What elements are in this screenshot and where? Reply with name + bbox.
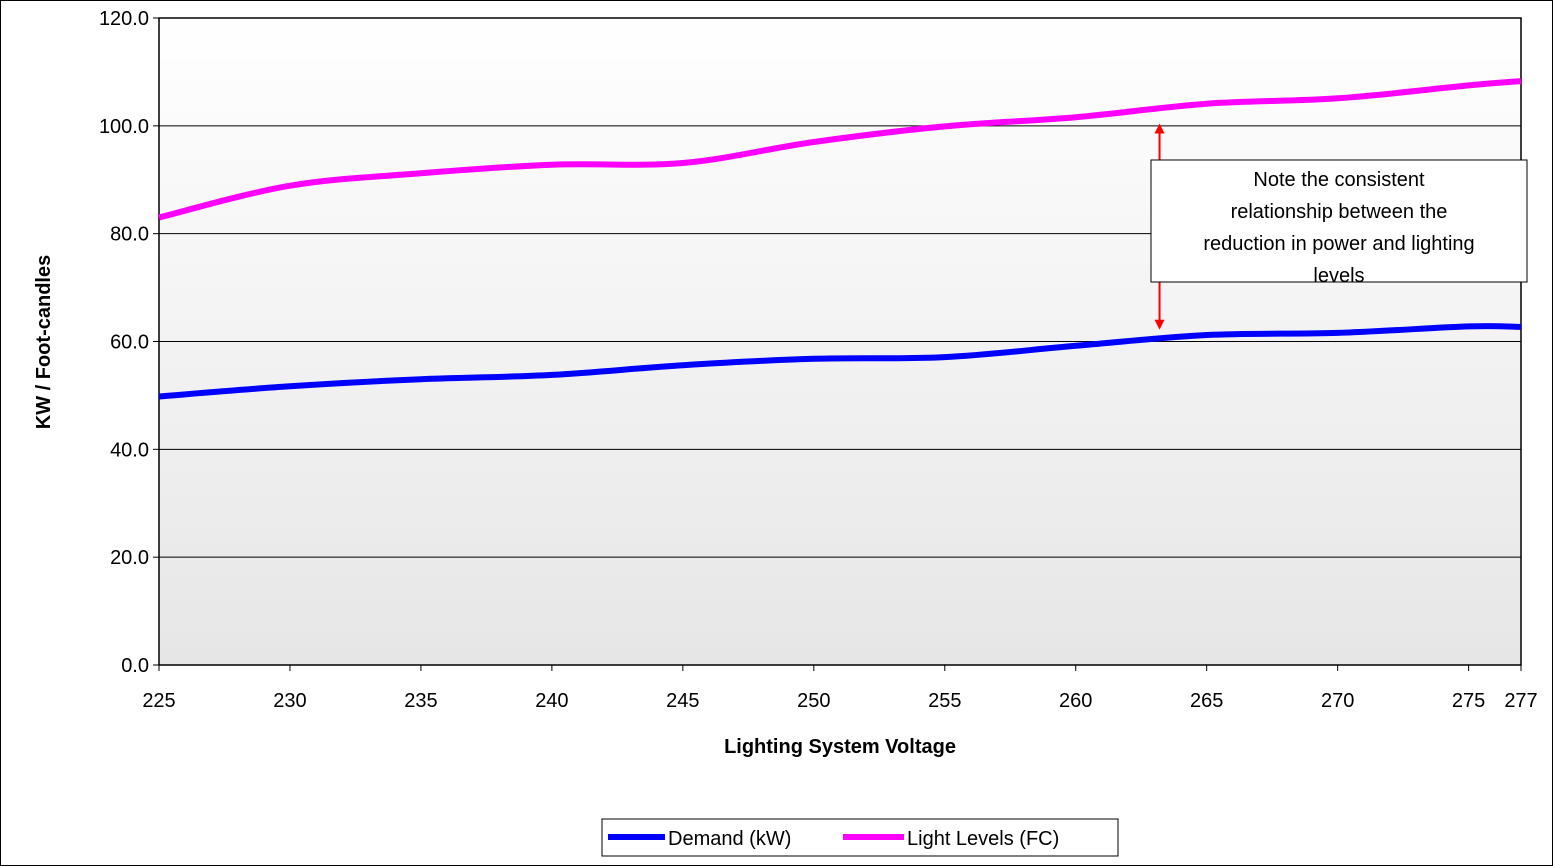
y-tick-label: 60.0 <box>110 332 149 354</box>
series-line-light-levels-fc <box>158 78 1522 221</box>
y-tick-label: 80.0 <box>110 224 149 246</box>
legend-label-demand: Demand (kW) <box>668 828 791 850</box>
x-tick-label: 235 <box>404 690 437 712</box>
x-tick-label: 270 <box>1321 690 1354 712</box>
x-tick-label: 250 <box>797 690 830 712</box>
y-tick-label: 100.0 <box>99 116 149 138</box>
x-tick-label: 245 <box>666 690 699 712</box>
series-lines <box>158 78 1522 400</box>
x-tick-label: 265 <box>1190 690 1223 712</box>
x-tick-label: 240 <box>535 690 568 712</box>
x-tick-label: 230 <box>273 690 306 712</box>
x-tick-label: 277 <box>1504 690 1537 712</box>
x-tick-label: 260 <box>1059 690 1092 712</box>
x-tick-label: 225 <box>142 690 175 712</box>
x-axis-title: Lighting System Voltage <box>724 736 956 758</box>
y-axis-title: KW / Foot-candles <box>33 255 55 429</box>
legend: Demand (kW) Light Levels (FC) <box>601 818 1119 857</box>
note-line: levels <box>1313 265 1364 287</box>
note-line: relationship between the <box>1231 201 1448 223</box>
note-line: Note the consistent <box>1253 169 1425 191</box>
x-axis-ticks: 225 230 235 240 245 250 255 260 265 270 275 277 <box>142 665 1538 712</box>
y-tick-label: 0.0 <box>121 655 149 677</box>
legend-label-light-levels: Light Levels (FC) <box>907 828 1059 850</box>
note-line: reduction in power and lighting <box>1203 233 1474 255</box>
note-text: Note the consistent relationship between … <box>1203 169 1474 287</box>
note-box <box>1150 159 1528 283</box>
x-tick-label: 255 <box>928 690 961 712</box>
y-tick-label: 120.0 <box>99 8 149 30</box>
y-tick-label: 20.0 <box>110 547 149 569</box>
x-tick-label: 275 <box>1452 690 1485 712</box>
y-tick-label: 40.0 <box>110 439 149 461</box>
y-axis-ticks: 0.0 20.0 40.0 60.0 80.0 100.0 120.0 <box>99 8 159 677</box>
annotation: Note the consistent relationship between … <box>1150 123 1528 330</box>
series-line-demand-kw <box>158 323 1522 400</box>
